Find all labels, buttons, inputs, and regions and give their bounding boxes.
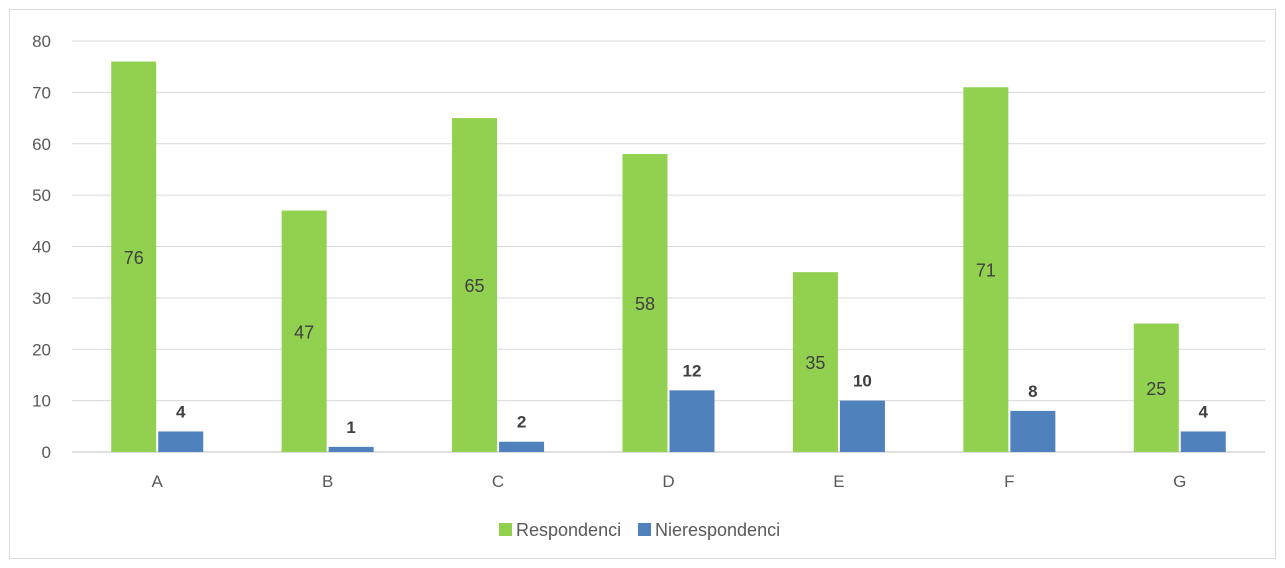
x-tick-label: G <box>1173 472 1186 491</box>
bar-respondenci-e <box>792 272 838 452</box>
data-label: 25 <box>1146 379 1166 399</box>
y-tick-label: 20 <box>32 340 51 359</box>
data-label: 1 <box>346 418 355 437</box>
x-axis: A B C D E F G <box>152 472 1187 491</box>
bar-respondenci-f <box>963 87 1009 453</box>
y-tick-label: 80 <box>32 32 51 51</box>
bar-nierespondenci-g <box>1180 431 1226 452</box>
legend-label: Nierespondenci <box>655 520 780 540</box>
x-tick-label: E <box>833 472 844 491</box>
data-label: 76 <box>124 248 144 268</box>
legend-swatch-respondenci <box>499 523 512 536</box>
gridlines <box>72 40 1265 453</box>
y-tick-label: 10 <box>32 392 51 411</box>
bar-nierespondenci-d <box>669 390 715 452</box>
data-labels: 76 4 47 1 65 2 58 12 35 10 71 8 25 4 <box>124 248 1209 437</box>
bar-respondenci-b <box>281 210 327 452</box>
data-label: 58 <box>635 294 655 314</box>
y-tick-label: 40 <box>32 238 51 257</box>
data-label: 47 <box>294 322 314 342</box>
data-label: 65 <box>465 276 485 296</box>
bar-nierespondenci-a <box>158 431 204 452</box>
data-label: 35 <box>805 353 825 373</box>
bar-respondenci-g <box>1133 323 1179 452</box>
bars <box>111 61 1226 453</box>
y-tick-label: 60 <box>32 135 51 154</box>
bar-respondenci-c <box>452 118 498 452</box>
legend: Respondenci Nierespondenci <box>499 520 780 540</box>
y-tick-label: 0 <box>42 443 51 462</box>
bar-nierespondenci-f <box>1010 410 1056 452</box>
bar-nierespondenci-e <box>839 400 885 452</box>
x-tick-label: C <box>492 472 504 491</box>
data-label: 10 <box>853 372 872 391</box>
x-tick-label: D <box>662 472 674 491</box>
data-label: 12 <box>683 361 702 380</box>
y-axis: 0 10 20 30 40 50 60 70 80 <box>32 32 51 462</box>
data-label: 4 <box>1199 402 1209 421</box>
bar-nierespondenci-c <box>499 441 545 452</box>
y-tick-label: 70 <box>32 83 51 102</box>
x-tick-label: A <box>152 472 164 491</box>
x-tick-label: B <box>322 472 333 491</box>
data-label: 8 <box>1028 382 1037 401</box>
bar-respondenci-a <box>111 61 157 453</box>
legend-label: Respondenci <box>516 520 621 540</box>
data-label: 2 <box>517 413 526 432</box>
data-label: 4 <box>176 402 186 421</box>
x-tick-label: F <box>1004 472 1014 491</box>
bar-respondenci-d <box>622 154 668 452</box>
legend-swatch-nierespondenci <box>638 523 651 536</box>
y-tick-label: 50 <box>32 186 51 205</box>
bar-nierespondenci-b <box>328 446 374 452</box>
data-label: 71 <box>976 261 996 281</box>
y-tick-label: 30 <box>32 289 51 308</box>
